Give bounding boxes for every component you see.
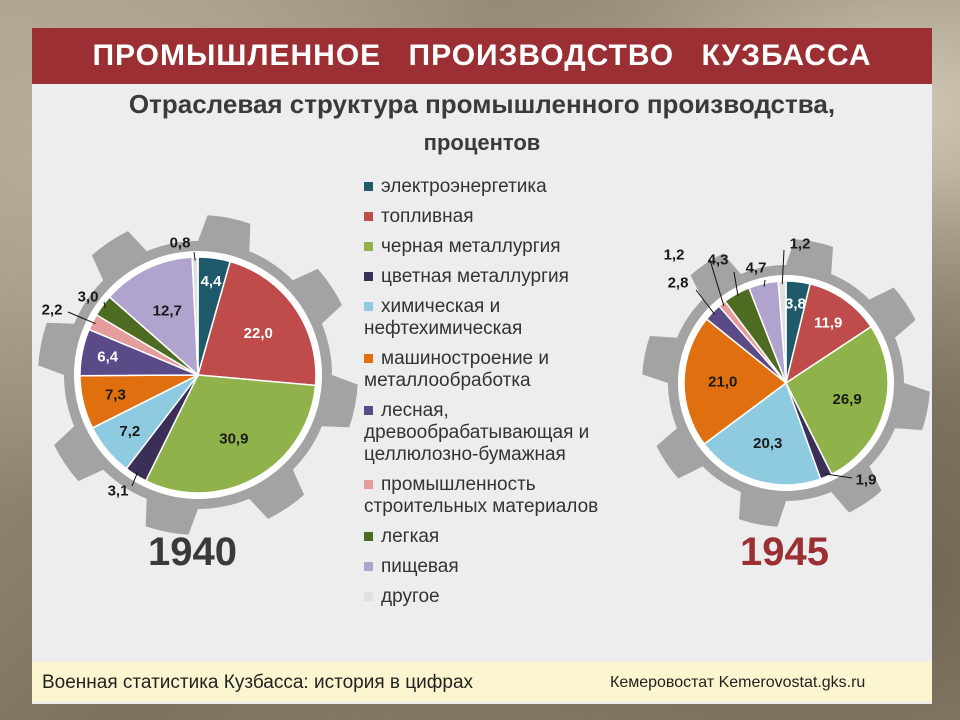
legend-item: цветная металлургия	[364, 266, 674, 288]
chart-subtitle: Отраслевая структура промышленного произ…	[128, 89, 836, 119]
data-label: 0,8	[170, 235, 191, 252]
pie-slice	[784, 282, 873, 385]
label-leader	[709, 259, 725, 307]
legend-label: пищевая	[381, 556, 459, 577]
data-label: 11,9	[814, 314, 842, 331]
pie-slice	[785, 325, 889, 476]
pie-slice	[703, 381, 822, 486]
data-label: 26,9	[833, 391, 862, 408]
data-label: 3,8	[785, 296, 806, 313]
data-label: 3,0	[78, 289, 99, 306]
data-label: 7,2	[119, 423, 140, 440]
legend-swatch	[364, 272, 373, 281]
legend-item: лесная, древообрабатывающая и целлюлозно-б…	[364, 400, 674, 466]
pie-slice	[683, 317, 788, 446]
data-label: 4,4	[201, 273, 223, 290]
legend-swatch	[364, 242, 373, 251]
label-leader	[763, 279, 766, 287]
data-label: 2,2	[42, 302, 63, 319]
data-label: 2,8	[668, 275, 689, 292]
legend-item: пищевая	[364, 556, 674, 578]
legend-swatch	[364, 406, 373, 415]
legend-item: химическая и нефтехимическая	[364, 296, 674, 340]
legend-item: черная металлургия	[364, 236, 674, 258]
legend-item: топливная	[364, 206, 674, 228]
year-label-1945: 1945	[740, 530, 829, 574]
legend-label: промышленность строительных материалов	[364, 474, 599, 517]
legend-label: легкая	[381, 526, 440, 547]
pie-slice	[108, 256, 199, 377]
data-label: 6,4	[97, 349, 119, 366]
footer-caption: Военная статистика Кузбасса: история в ц…	[42, 672, 474, 693]
pie-slice	[144, 374, 317, 494]
legend-label: химическая и нефтехимическая	[364, 296, 523, 339]
legend: электроэнергетика топливная черная металлу…	[364, 176, 674, 616]
legend-item: промышленность строительных материалов	[364, 474, 674, 518]
legend-swatch	[364, 354, 373, 363]
data-label: 1,9	[856, 472, 877, 489]
legend-item: машиностроение и металлообработка	[364, 348, 674, 392]
legend-swatch	[364, 212, 373, 221]
legend-swatch	[364, 182, 373, 191]
data-label: 21,0	[708, 373, 737, 390]
pie-slice	[197, 260, 317, 387]
legend-item: электроэнергетика	[364, 176, 674, 198]
legend-swatch	[364, 480, 373, 489]
legend-swatch	[364, 532, 373, 541]
legend-swatch	[364, 302, 373, 311]
legend-item: другое	[364, 586, 674, 608]
legend-label: машиностроение и металлообработка	[364, 348, 550, 391]
data-label: 3,1	[108, 483, 129, 500]
label-leader	[67, 311, 96, 325]
data-label: 1,2	[790, 236, 811, 253]
data-label: 1,2	[664, 247, 685, 264]
label-leader	[131, 472, 139, 487]
year-label-1940: 1940	[148, 530, 237, 574]
footer-bar	[32, 662, 932, 702]
data-label: 22,0	[244, 325, 273, 342]
label-leader	[695, 289, 716, 315]
legend-swatch	[364, 562, 373, 571]
legend-label: другое	[381, 586, 440, 607]
legend-label: топливная	[381, 206, 474, 227]
legend-item: легкая	[364, 526, 674, 548]
label-leader	[781, 249, 785, 285]
label-leader	[193, 251, 196, 261]
data-label: 7,3	[105, 386, 126, 403]
legend-label: лесная, древообрабатывающая и целлюлозно-б…	[364, 400, 590, 465]
data-label: 4,3	[708, 252, 729, 269]
page-title: ПРОМЫШЛЕННОЕ ПРОИЗВОДСТВО КУЗБАССА	[32, 28, 932, 84]
footer-source: Кемеровостат Kemerovostat.gks.ru	[610, 674, 866, 691]
data-label: 12,7	[153, 303, 182, 320]
chart-unit: процентов	[423, 130, 541, 155]
label-leader	[824, 473, 853, 479]
legend-label: цветная металлургия	[381, 266, 569, 287]
legend-label: черная металлургия	[381, 236, 561, 257]
data-label: 4,7	[746, 260, 767, 277]
legend-swatch	[364, 592, 373, 601]
data-label: 30,9	[219, 430, 248, 447]
legend-label: электроэнергетика	[381, 176, 547, 197]
label-leader	[103, 301, 106, 308]
label-leader	[733, 271, 739, 297]
data-label: 20,3	[753, 435, 782, 452]
